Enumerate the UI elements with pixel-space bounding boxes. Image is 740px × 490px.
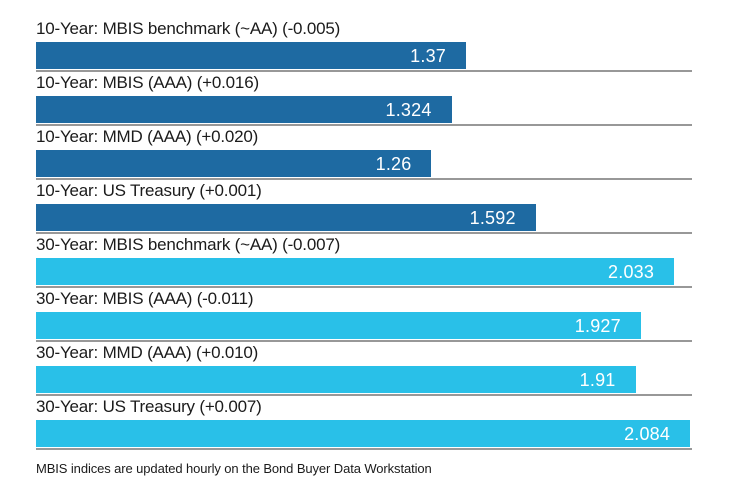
row-divider: [36, 340, 692, 342]
bar-label: 30-Year: US Treasury (+0.007): [36, 397, 262, 416]
bar-label: 30-Year: MMD (AAA) (+0.010): [36, 343, 259, 362]
bar: 1.927: [36, 312, 641, 339]
chart-row: 30-Year: MBIS (AAA) (-0.011) 1.927: [36, 288, 692, 342]
bar-value-label: 2.084: [624, 423, 671, 444]
bar-label: 10-Year: US Treasury (+0.001): [36, 181, 262, 200]
bar-label: 10-Year: MBIS benchmark (~AA) (-0.005): [36, 19, 341, 38]
bar-value-label: 1.37: [410, 45, 446, 66]
bar-value-label: 1.324: [385, 99, 432, 120]
row-divider: [36, 232, 692, 234]
bar-track: 1.37: [36, 42, 692, 69]
bar-label: 30-Year: MBIS (AAA) (-0.011): [36, 289, 254, 308]
bar-track: 1.26: [36, 150, 692, 177]
chart-row: 10-Year: MBIS (AAA) (+0.016) 1.324: [36, 72, 692, 126]
bar-track: 1.592: [36, 204, 692, 231]
row-divider: [36, 448, 692, 450]
bar-track: 1.324: [36, 96, 692, 123]
bar: 1.26: [36, 150, 432, 177]
bar: 1.592: [36, 204, 536, 231]
bar: 2.084: [36, 420, 691, 447]
bar-value-label: 1.927: [574, 315, 621, 336]
bar-track: 2.033: [36, 258, 692, 285]
row-divider: [36, 70, 692, 72]
bar-label: 10-Year: MMD (AAA) (+0.020): [36, 127, 259, 146]
chart-row: 10-Year: MBIS benchmark (~AA) (-0.005) 1…: [36, 18, 692, 72]
row-divider: [36, 178, 692, 180]
bar: 1.37: [36, 42, 466, 69]
bar-label: 10-Year: MBIS (AAA) (+0.016): [36, 73, 259, 92]
bar-track: 1.927: [36, 312, 692, 339]
bar-label: 30-Year: MBIS benchmark (~AA) (-0.007): [36, 235, 341, 254]
bar-track: 2.084: [36, 420, 692, 447]
chart-row: 30-Year: US Treasury (+0.007) 2.084: [36, 396, 692, 450]
chart-row: 30-Year: MBIS benchmark (~AA) (-0.007) 2…: [36, 234, 692, 288]
chart-rows: 10-Year: MBIS benchmark (~AA) (-0.005) 1…: [36, 18, 692, 450]
chart-row: 10-Year: US Treasury (+0.001) 1.592: [36, 180, 692, 234]
bar-track: 1.91: [36, 366, 692, 393]
row-divider: [36, 394, 692, 396]
chart-footnote: MBIS indices are updated hourly on the B…: [36, 461, 432, 476]
chart-row: 30-Year: MMD (AAA) (+0.010) 1.91: [36, 342, 692, 396]
bar: 2.033: [36, 258, 675, 285]
chart-row: 10-Year: MMD (AAA) (+0.020) 1.26: [36, 126, 692, 180]
bar: 1.324: [36, 96, 452, 123]
bar: 1.91: [36, 366, 636, 393]
bar-value-label: 1.91: [579, 369, 616, 390]
bar-value-label: 2.033: [608, 261, 655, 282]
row-divider: [36, 286, 692, 288]
bar-value-label: 1.26: [375, 153, 412, 174]
bar-value-label: 1.592: [469, 207, 516, 228]
row-divider: [36, 124, 692, 126]
